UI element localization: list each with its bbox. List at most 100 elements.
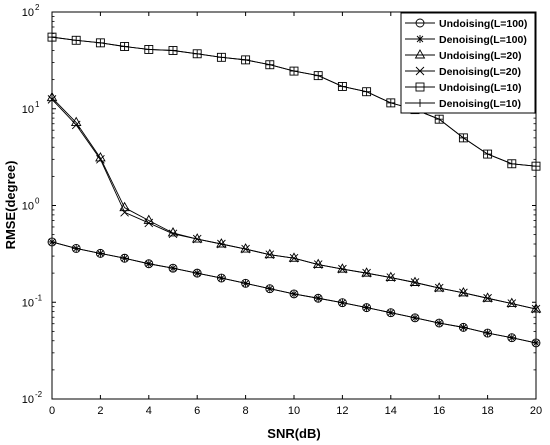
series-4-x-marker (338, 264, 347, 274)
series-2-asterisk-marker (193, 269, 202, 278)
series-6-plus-marker (265, 60, 274, 69)
y-tick-label: 10 (22, 201, 34, 213)
y-tick-exponent: -1 (35, 293, 43, 302)
y-tick-label: 10 (22, 297, 34, 309)
y-tick-exponent: 0 (35, 197, 40, 206)
legend-label: Undoising(L=10) (439, 82, 522, 94)
legend-entry: Denoising(L=100) (405, 34, 527, 46)
series-4-x-marker (459, 288, 468, 298)
x-tick-label: 20 (530, 405, 542, 417)
x-tick-label: 6 (194, 405, 200, 417)
series-6-plus-marker (241, 55, 250, 64)
series-2-asterisk-marker (435, 319, 444, 328)
series-2-asterisk-marker (241, 279, 250, 288)
series-4-x-marker (507, 299, 517, 308)
x-tick-label: 10 (288, 405, 300, 417)
series-4-x-marker (168, 229, 178, 239)
series-4-x-marker (96, 155, 105, 164)
series-4-x-marker (217, 239, 226, 249)
series-2-asterisk-marker (96, 249, 105, 258)
legend-label: Undoising(L=20) (439, 50, 522, 62)
series-6-plus-marker (217, 53, 226, 62)
series-2-asterisk-marker (217, 274, 226, 283)
series-2-asterisk-marker (362, 303, 371, 312)
series-2-asterisk-marker (507, 333, 516, 342)
legend-entry-3-triangle-marker (414, 49, 426, 59)
series-3-triangle-marker (191, 233, 203, 243)
series-3-triangle-marker (482, 292, 493, 302)
legend-label: Denoising(L=20) (439, 66, 521, 78)
series-3-triangle-marker (337, 263, 348, 273)
series-2-asterisk-marker (72, 244, 81, 253)
legend-entry: Undoising(L=10) (405, 82, 522, 94)
series-4-x-marker (483, 293, 492, 303)
series-2-asterisk-marker (411, 313, 419, 322)
legend-entry-6-plus-marker (416, 99, 424, 107)
series-4-x-marker (71, 120, 81, 130)
y-tick-label: 10 (22, 7, 34, 19)
series-4-x-marker (313, 260, 323, 269)
series-4-x-marker (410, 278, 420, 287)
series-4-x-marker (192, 234, 202, 244)
series-3-triangle-marker (361, 267, 372, 277)
series-6-plus-marker (386, 98, 395, 107)
series-6-plus-marker (72, 36, 81, 45)
series-6-plus-marker (507, 159, 516, 168)
legend-entry: Denoising(L=20) (405, 66, 521, 78)
series-6-plus-marker (144, 45, 153, 54)
series-3-triangle-marker (458, 286, 469, 297)
x-tick-label: 12 (336, 405, 348, 417)
x-axis-label: SNR(dB) (267, 426, 320, 441)
series-6-plus-marker (338, 82, 347, 91)
legend-label: Denoising(L=100) (439, 34, 527, 46)
legend-box (400, 12, 536, 114)
x-tick-label: 2 (97, 405, 103, 417)
series-3-triangle-marker (506, 297, 518, 307)
legend: Undoising(L=100) Denoising(L=100) Undoisin… (400, 12, 536, 114)
series-6-plus-marker (435, 115, 444, 124)
series-6-plus-marker (96, 38, 105, 47)
series-2-asterisk-marker (483, 329, 492, 338)
legend-entry-5-square-marker (415, 82, 425, 92)
series-3-triangle-marker (288, 252, 300, 262)
legend-entry-4-x-marker (415, 66, 425, 76)
series-4-x-marker (386, 273, 396, 282)
legend-entry: Denoising(L=10) (405, 98, 521, 110)
x-tick-label: 4 (146, 405, 152, 417)
legend-entry: Undoising(L=100) (405, 18, 527, 30)
series-4 (47, 95, 541, 314)
y-tick-label: 10 (22, 394, 34, 406)
x-tick-label: 14 (385, 405, 397, 417)
legend-label: Undoising(L=100) (439, 18, 527, 30)
series-6-plus-marker (362, 87, 371, 96)
series-6-plus-marker (120, 42, 129, 51)
series-layer (46, 32, 542, 348)
y-tick-exponent: -2 (35, 390, 43, 399)
series-2-asterisk-marker (265, 284, 274, 293)
series-4-x-marker (241, 244, 250, 254)
series-4-x-marker (120, 208, 129, 217)
x-tick-label: 8 (243, 405, 249, 417)
series-6-plus-marker (169, 46, 177, 55)
series-4-x-marker (144, 218, 154, 228)
y-tick-exponent: 1 (35, 100, 40, 109)
series-2-asterisk-marker (338, 298, 347, 307)
series-2-asterisk-marker (169, 264, 177, 273)
legend-entry: Undoising(L=20) (405, 49, 522, 62)
y-axis-label: RMSE(degree) (3, 161, 18, 250)
series-2-asterisk-marker (144, 259, 153, 268)
series-4-x-marker (434, 283, 444, 293)
series-3-triangle-marker (264, 248, 276, 259)
x-tick-label: 16 (433, 405, 445, 417)
series-4-x-marker (265, 250, 275, 260)
series-3-triangle-marker (240, 243, 251, 253)
series-2-asterisk-marker (314, 294, 323, 303)
legend-label: Denoising(L=10) (439, 98, 521, 110)
series-2-asterisk-marker (459, 323, 468, 332)
legend-entry-1-circle-marker (415, 18, 425, 28)
series-4-x-marker (362, 268, 371, 278)
series-3-triangle-marker (216, 238, 227, 248)
x-tick-label: 0 (49, 405, 55, 417)
